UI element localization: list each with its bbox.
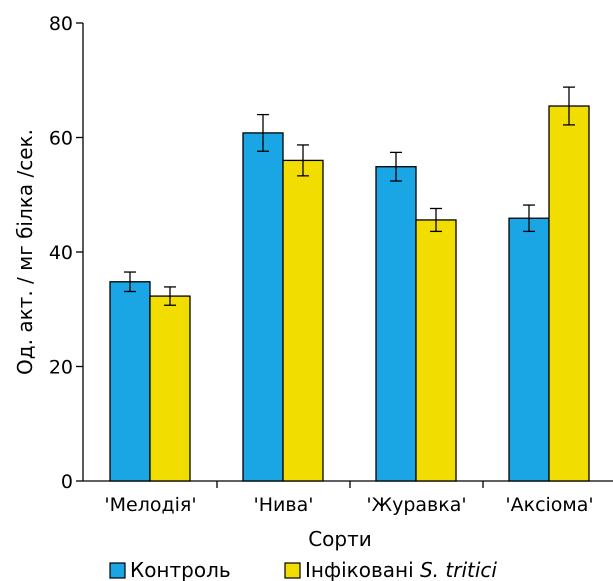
x-tick-label: 'Аксіома' xyxy=(505,494,593,516)
x-tick-label: 'Журавка' xyxy=(366,494,466,516)
legend-label-control: Контроль xyxy=(130,558,231,581)
legend-label-infected: Інфіковані S. tritici xyxy=(305,558,497,581)
x-axis-title: Сорти xyxy=(308,527,372,551)
bar-control xyxy=(242,132,284,482)
legend-label-infected-prefix: Інфіковані xyxy=(305,558,420,581)
y-tick-label: 80 xyxy=(49,13,73,35)
bar-infected xyxy=(282,159,324,482)
bar-control xyxy=(508,217,550,482)
legend-swatch-infected xyxy=(284,562,301,579)
bars xyxy=(109,105,590,482)
bar-infected xyxy=(415,219,457,482)
bar-control xyxy=(109,281,151,482)
error-bars xyxy=(124,86,575,306)
x-axis: 'Мелодія' 'Нива' 'Журавка' 'Аксіома' xyxy=(83,480,613,516)
y-tick-label: 0 xyxy=(61,471,73,493)
bar-infected xyxy=(149,295,191,482)
y-axis-title: Од. акт. / мг білка /сек. xyxy=(13,129,37,375)
y-tick-label: 20 xyxy=(49,357,73,379)
x-tick-label: 'Мелодія' xyxy=(104,494,196,516)
bar-infected xyxy=(548,105,590,482)
y-tick-label: 60 xyxy=(49,128,73,150)
y-axis: 0 20 40 60 80 xyxy=(49,13,84,493)
x-tick-label: 'Нива' xyxy=(254,494,314,516)
legend-swatch-control xyxy=(109,562,126,579)
legend-label-infected-species: S. tritici xyxy=(420,558,497,581)
legend: Контроль Інфіковані S. tritici xyxy=(109,558,497,581)
bar-control xyxy=(375,166,417,482)
y-tick-label: 40 xyxy=(49,242,73,264)
